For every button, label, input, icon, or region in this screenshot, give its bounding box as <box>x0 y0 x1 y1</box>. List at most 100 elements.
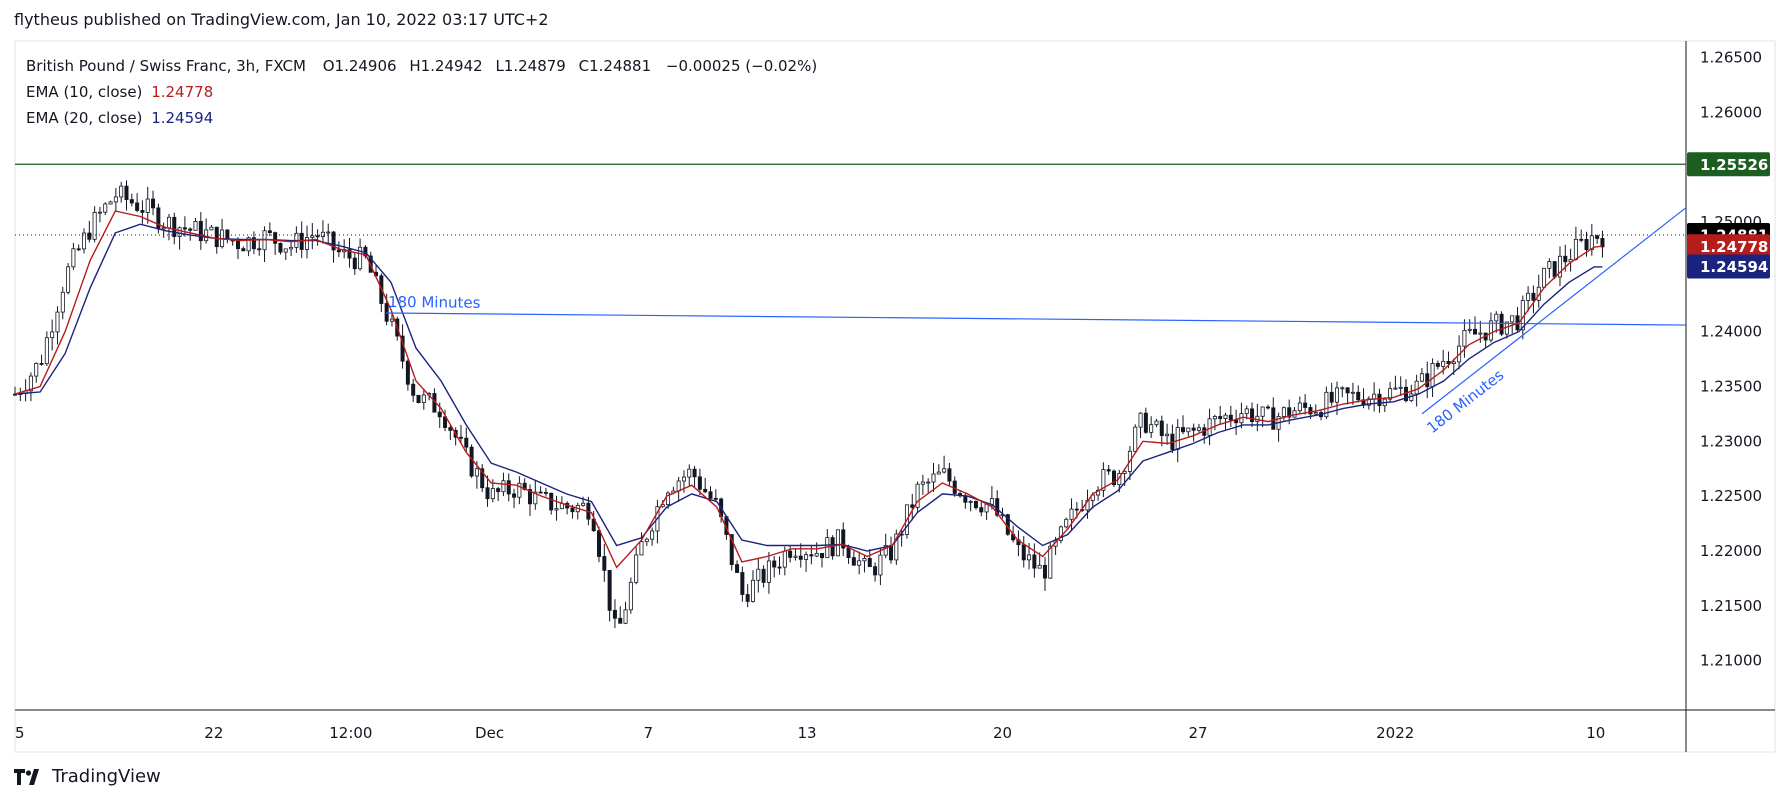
candle-body <box>1473 328 1478 335</box>
candle-body <box>443 416 448 428</box>
candle-body <box>1467 328 1472 331</box>
candle-body <box>814 552 819 557</box>
candle-body <box>1297 402 1302 412</box>
candle-body <box>1563 255 1568 263</box>
horizontal-trendline[interactable] <box>385 312 1687 326</box>
candle-body <box>878 554 883 576</box>
candle-body <box>326 231 331 234</box>
candle-body <box>469 446 474 477</box>
ema10-badge <box>1687 234 1770 259</box>
candle-body <box>889 545 894 561</box>
candle-body <box>1435 363 1440 367</box>
candle-body <box>809 554 814 557</box>
candle-body <box>1218 416 1223 419</box>
candle-body <box>124 185 129 200</box>
candle-body <box>1165 433 1170 437</box>
candle-body <box>1069 508 1074 520</box>
candle-body <box>448 427 453 431</box>
candle-body <box>1446 361 1451 364</box>
candle-body <box>214 226 219 248</box>
candle-body <box>1032 554 1037 569</box>
candle-body <box>1037 564 1042 569</box>
candle-body <box>591 518 596 532</box>
change-value: −0.00025 (−0.02%) <box>665 57 818 75</box>
candle-body <box>1393 387 1398 390</box>
candle-body <box>92 211 97 240</box>
candle-body <box>198 221 203 242</box>
candle-body <box>543 492 548 494</box>
candle-body <box>989 498 994 505</box>
publisher-line: flytheus published on TradingView.com, J… <box>14 10 549 29</box>
low-label: L <box>495 57 504 75</box>
candle-body <box>1526 292 1531 301</box>
candle-body <box>883 545 888 556</box>
tradingview-brand: TradingView <box>52 766 161 787</box>
rising-trendline[interactable] <box>1421 207 1687 415</box>
ema20-row[interactable]: EMA (20, close) 1.24594 <box>26 105 817 131</box>
candle-body <box>331 231 336 251</box>
chart-frame <box>14 40 1776 753</box>
candle-body <box>1133 426 1138 452</box>
candle-body <box>501 480 506 493</box>
candle-body <box>87 232 92 240</box>
candle-body <box>336 249 341 253</box>
candle-body <box>1250 408 1255 423</box>
candle-body <box>246 237 251 252</box>
candle-body <box>1584 239 1589 251</box>
candle-body <box>44 337 49 365</box>
candle-body <box>527 489 532 505</box>
candle-body <box>862 558 867 562</box>
tradingview-logo[interactable]: TradingView <box>14 766 161 787</box>
candle-body <box>1579 238 1584 241</box>
candle-body <box>60 291 65 313</box>
candle-body <box>55 311 60 333</box>
candle-body <box>766 560 771 583</box>
candle-body <box>549 492 554 511</box>
candle-body <box>1414 380 1419 395</box>
candle-body <box>1547 261 1552 269</box>
y-tick-label: 1.23000 <box>1700 432 1762 450</box>
candle-body <box>1064 518 1069 528</box>
candle-body <box>1377 393 1382 407</box>
candle-body <box>485 487 490 500</box>
candle-body <box>135 202 140 211</box>
open-label: O <box>322 57 335 75</box>
candle-body <box>411 383 416 396</box>
candle-body <box>1350 391 1355 394</box>
ema20-line[interactable] <box>14 223 1603 552</box>
candle-body <box>1345 387 1350 394</box>
candle-body <box>1324 391 1329 418</box>
ema20-badge <box>1687 254 1770 279</box>
candle-body <box>156 207 161 230</box>
candle-body <box>416 394 421 403</box>
candle-body <box>273 232 278 244</box>
ema10-line[interactable] <box>14 210 1603 569</box>
candle-body <box>1419 373 1424 382</box>
resistance-badge <box>1687 152 1770 177</box>
y-tick-label: 1.21500 <box>1700 597 1762 615</box>
candle-body <box>464 437 469 448</box>
candle-body <box>1175 427 1180 450</box>
candle-body <box>140 210 145 213</box>
high-label: H <box>409 57 421 75</box>
x-tick-label: 5 <box>15 724 25 742</box>
candle-body <box>177 227 182 237</box>
symbol-name[interactable]: British Pound / Swiss Franc, 3h, FXCM <box>26 57 306 75</box>
candle-body <box>735 564 740 573</box>
ema20-badge-label: 1.24594 <box>1700 258 1768 276</box>
candle-body <box>713 497 718 500</box>
candle-body <box>644 538 649 543</box>
candle-body <box>1021 544 1026 561</box>
candle-body <box>1303 402 1308 408</box>
symbol-row: British Pound / Swiss Franc, 3h, FXCM O1… <box>26 53 817 79</box>
candle-body <box>82 232 87 250</box>
candle-body <box>819 552 824 559</box>
y-tick-label: 1.24000 <box>1700 323 1762 341</box>
candle-body <box>1223 414 1228 419</box>
candle-body <box>166 216 171 229</box>
ema10-row[interactable]: EMA (10, close) 1.24778 <box>26 79 817 105</box>
candle-body <box>151 198 156 209</box>
candle-body <box>692 468 697 478</box>
